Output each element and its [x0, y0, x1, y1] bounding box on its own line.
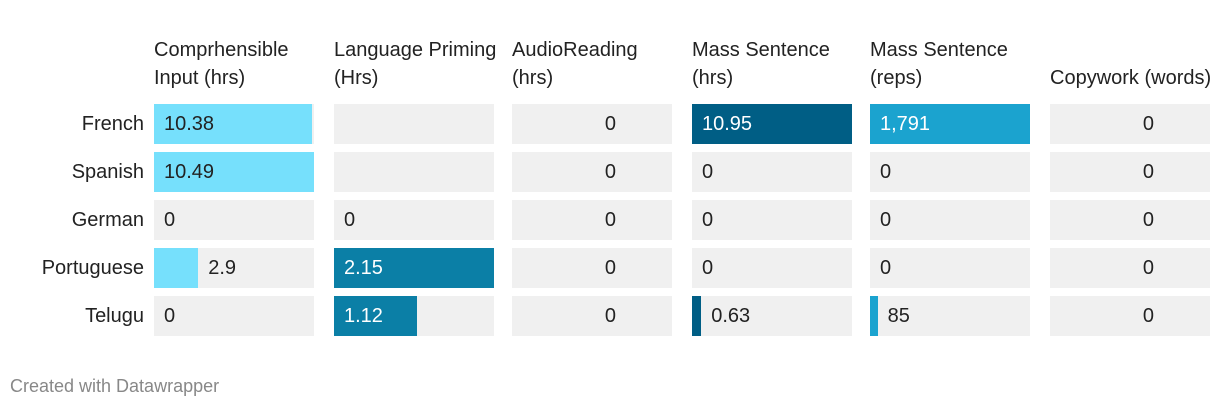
cell: 0 — [1050, 104, 1210, 144]
cell — [334, 104, 494, 144]
cell: 0 — [870, 200, 1030, 240]
cell: 0 — [870, 248, 1030, 288]
bar — [870, 296, 878, 336]
bar — [334, 296, 418, 336]
bar — [154, 248, 199, 288]
cell: 0 — [334, 200, 494, 240]
value-label: 0 — [702, 161, 714, 183]
bar — [334, 248, 494, 288]
cell: 0 — [512, 104, 672, 144]
column-header: Mass Sentence (hrs) — [692, 39, 830, 89]
cell: 0 — [512, 296, 672, 336]
cell: 0 — [512, 248, 672, 288]
column-header: Comprhensible Input (hrs) — [154, 39, 289, 89]
cell: 0 — [1050, 296, 1210, 336]
value-label: 0 — [604, 209, 616, 231]
value-label: 0 — [164, 209, 176, 231]
value-label: 0 — [1142, 305, 1154, 327]
cell: 0 — [512, 200, 672, 240]
cell: 85 — [870, 296, 1030, 336]
value-label: 0 — [1142, 209, 1154, 231]
cell: 0 — [1050, 152, 1210, 192]
value-label: 0 — [604, 257, 616, 279]
value-label: 0 — [1142, 113, 1154, 135]
column-header-box: Comprhensible Input (hrs) — [154, 0, 324, 92]
row-label: Spanish — [71, 161, 144, 183]
bar — [870, 104, 1030, 144]
bar — [154, 152, 314, 192]
cell: 2.15 — [334, 248, 494, 288]
row-label: Telugu — [85, 305, 144, 327]
value-label: 2.15 — [344, 257, 383, 279]
value-label: 2.9 — [208, 257, 237, 279]
cell: 10.95 — [692, 104, 852, 144]
cell: 0 — [1050, 200, 1210, 240]
value-label: 0 — [604, 305, 616, 327]
value-label: 10.95 — [702, 113, 753, 135]
column-header-box: Language Priming (Hrs) — [334, 0, 504, 92]
column-header: Copywork (words) — [1050, 67, 1212, 89]
value-label: 1,791 — [880, 113, 931, 135]
column-header: AudioReading (hrs) — [512, 39, 638, 89]
bar — [692, 296, 702, 336]
value-label: 10.49 — [164, 161, 215, 183]
cell: 2.9 — [154, 248, 314, 288]
cell: 1.12 — [334, 296, 494, 336]
column-header: Mass Sentence (reps) — [870, 39, 1008, 89]
value-label: 0 — [604, 113, 616, 135]
value-label: 0 — [164, 305, 176, 327]
value-label: 85 — [887, 305, 910, 327]
cell: 0.63 — [692, 296, 852, 336]
column-header-box: AudioReading (hrs) — [512, 0, 682, 92]
cell: 0 — [870, 152, 1030, 192]
value-label: 0 — [1142, 257, 1154, 279]
cell — [334, 152, 494, 192]
value-label: 0.63 — [711, 305, 751, 327]
cell: 0 — [512, 152, 672, 192]
column-header-box: Copywork (words) — [1050, 0, 1220, 92]
footer: Created with Datawrapper — [10, 376, 220, 396]
value-label: 0 — [702, 209, 714, 231]
cell: 0 — [154, 296, 314, 336]
row-label: French — [81, 113, 144, 135]
column-header: Language Priming (Hrs) — [334, 39, 497, 89]
value-label: 0 — [880, 161, 892, 183]
row-label: German — [71, 209, 144, 231]
value-label: 0 — [604, 161, 616, 183]
column-header-box: Mass Sentence (hrs) — [692, 0, 862, 92]
bar — [692, 104, 852, 144]
cell: 10.49 — [154, 152, 314, 192]
value-label: 10.38 — [164, 113, 215, 135]
value-label: 0 — [880, 209, 892, 231]
value-label: 0 — [702, 257, 714, 279]
value-label: 1.12 — [344, 305, 383, 327]
bar — [154, 104, 313, 144]
cell: 10.38 — [154, 104, 314, 144]
value-label: 0 — [1142, 161, 1154, 183]
value-label: 0 — [880, 257, 892, 279]
column-header-box: Mass Sentence (reps) — [870, 0, 1040, 92]
cell: 0 — [692, 200, 852, 240]
row-label: Portuguese — [41, 257, 144, 279]
cell: 1,791 — [870, 104, 1030, 144]
cell: 0 — [154, 200, 314, 240]
cell: 0 — [1050, 248, 1210, 288]
cell: 0 — [692, 248, 852, 288]
value-label: 0 — [344, 209, 356, 231]
cell: 0 — [692, 152, 852, 192]
